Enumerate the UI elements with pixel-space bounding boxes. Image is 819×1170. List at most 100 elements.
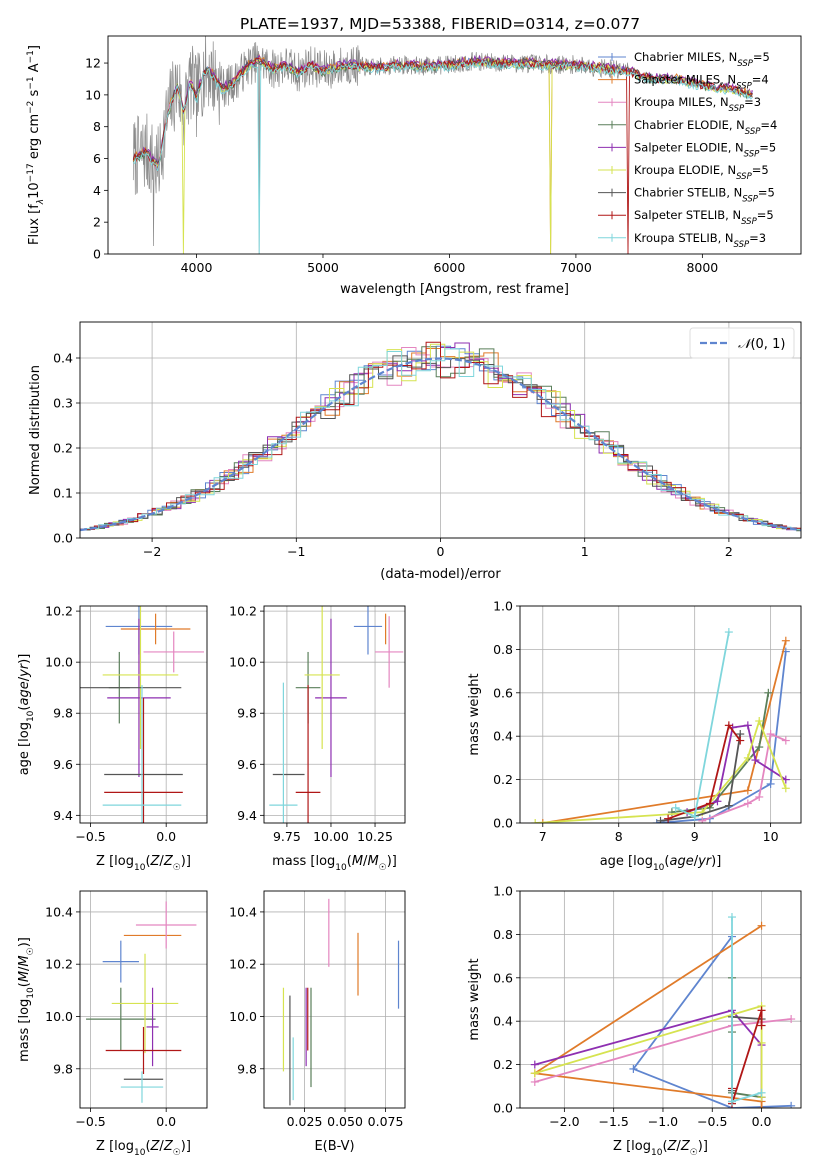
legend-text: Salpeter STELIB, N [634,208,741,222]
legend-text: Chabrier ELODIE, N [634,118,745,132]
label-part: 10 [27,182,42,199]
y-tick-label: 0.6 [493,685,513,700]
y-tick-label: 0.6 [493,970,513,985]
x-tick-label: 10 [763,829,779,844]
label-part: Z [150,854,161,869]
y-axis-label: age [log10(age/yr)] [17,654,36,776]
label-part: 10 [26,987,36,999]
label-part: )] [387,854,397,869]
label-part: 10 [134,1148,146,1158]
error-bars [269,606,404,823]
legend-text: Salpeter ELODIE, N [634,140,744,154]
axes-frame [263,890,406,1109]
label-part: ( [17,982,32,987]
label-part: ( [17,706,32,711]
legend-text: Kroupa MILES, N [634,95,729,109]
legend-text: Kroupa ELODIE, N [634,163,736,177]
label-part: ☉ [26,947,36,955]
y-axis-label: Flux [fλ10−17 erg cm−2 s−1 A−1] [26,45,46,245]
x-tick-label: 9.75 [273,829,301,844]
legend-entry-0: Chabrier MILES, NSSP=5 [634,50,770,69]
label-part: 10 [653,863,665,873]
label-part: ☉ [690,1148,698,1158]
label-part: Z [163,854,174,869]
legend-entry-6: Chabrier STELIB, NSSP=5 [634,186,775,205]
legend-entry-8: Kroupa STELIB, NSSP=3 [634,231,766,250]
legend-tail: =5 [753,50,770,64]
label-part: )] [181,854,191,869]
x-tick-label: −1 [287,544,305,559]
x-axis-label: (data-model)/error [380,567,501,582]
label-part: erg cm [27,114,42,163]
label-part: / [694,854,699,869]
y-tick-label: 9.8 [53,706,73,721]
label-part: −17 [26,163,36,182]
y-tick-label: 1.0 [493,599,513,614]
label-part: ☉ [379,863,387,873]
x-tick-label: 5000 [307,260,339,275]
y-tick-label: 0.1 [53,486,73,501]
y-axis-label: mass weight [467,958,482,1040]
y-tick-label: 0.2 [493,1057,513,1072]
label-part: M [17,955,32,966]
axes-frame [519,605,802,824]
legend-box [689,327,795,359]
y-tick-label: 10.4 [45,904,73,919]
y-tick-label: 12 [85,56,101,71]
y-tick-label: 0.8 [493,642,513,657]
legend-tail: =3 [744,95,761,109]
label-part: M [367,854,378,869]
label-part: Z [150,1139,161,1154]
legend-entry-4: Salpeter ELODIE, NSSP=5 [634,140,776,159]
y-tick-label: 9.4 [237,808,257,823]
label-part: ( [145,1139,150,1154]
error-bars [80,606,204,823]
y-tick-label: 8 [93,119,101,134]
x-axis-label: mass [log10(M/M☉)] [272,854,397,873]
y-tick-label: 10.0 [45,655,73,670]
x-tick-label: −1.5 [598,1114,628,1129]
x-tick-label: 2 [725,544,733,559]
y-tick-label: 0 [93,247,101,262]
x-tick-label: −2 [143,544,161,559]
histograms [80,341,801,532]
label-part: ( [145,854,150,869]
legend-sub: SSP [736,82,752,92]
legend-entry-3: Chabrier ELODIE, NSSP=4 [634,118,777,137]
legend-text: Chabrier STELIB, N [634,186,742,200]
label-part: 10 [134,863,146,873]
axes-frame [79,890,208,1109]
y-tick-label: 0.3 [53,396,73,411]
label-part: ( [347,854,352,869]
y-tick-label: 0.4 [53,351,73,366]
y-tick-label: 10.2 [229,604,257,619]
y-tick-label: 0.0 [53,531,73,546]
label-part: mass [log [272,854,335,869]
legend-sub: SSP [736,172,752,182]
label-part: / [17,676,32,681]
axes-frame [79,321,802,539]
label-part: M [17,971,32,982]
y-tick-label: 9.6 [53,757,73,772]
legend-tail: =3 [749,231,766,245]
label-part: Z [163,1139,174,1154]
y-tick-label: 1.0 [493,884,513,899]
label-part: )] [698,1139,708,1154]
y-tick-label: 0.8 [493,927,513,942]
label-part: / [159,854,164,869]
model-spectrum-7 [132,57,753,254]
x-tick-label: 8 [615,829,623,844]
y-axis-label: mass weight [467,673,482,755]
x-tick-label: 7000 [560,260,592,275]
x-tick-label: 4000 [181,260,213,275]
legend-tail: =5 [757,208,774,222]
y-tick-label: 0.4 [493,1014,513,1029]
x-tick-label: 1 [581,544,589,559]
x-tick-label: 0.025 [287,1114,323,1129]
histogram-4 [80,342,801,531]
label-part: )] [181,1139,191,1154]
y-tick-label: 9.8 [237,1061,257,1076]
label-part: age [log [17,722,32,775]
label-part: age [17,681,32,705]
